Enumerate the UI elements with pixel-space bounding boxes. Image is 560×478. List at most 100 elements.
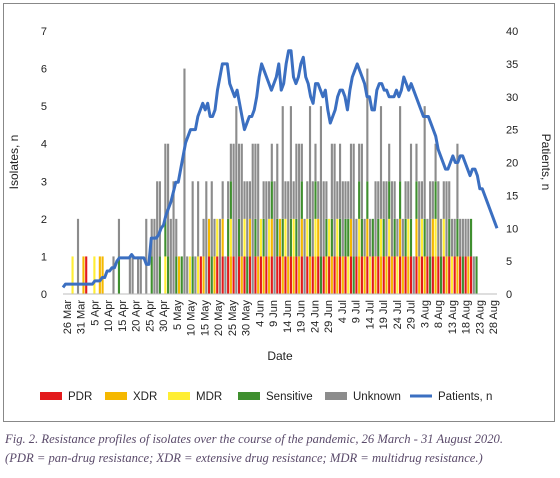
bar-mdr [369, 256, 372, 294]
bar-pdr [295, 256, 298, 294]
bar-sensitive [434, 181, 437, 219]
bar-unknown [311, 181, 314, 257]
bar-xdr [407, 256, 410, 294]
bar-unknown [131, 256, 134, 294]
bar-mdr [71, 256, 74, 294]
bar-unknown [229, 143, 232, 182]
bar-mdr [336, 218, 339, 257]
bar-unknown [401, 218, 404, 257]
bar-unknown [257, 143, 260, 257]
bar-sensitive [180, 256, 183, 294]
bar-xdr [229, 256, 232, 294]
x-tick-label: 23 Aug [474, 300, 486, 334]
bar-pdr [306, 256, 309, 294]
bar-unknown [268, 181, 271, 219]
bar-unknown [227, 181, 230, 219]
bar-unknown [399, 106, 402, 182]
bar-unknown [186, 256, 189, 294]
bar-mdr [388, 218, 391, 257]
bar-unknown [385, 181, 388, 257]
bar-unknown [415, 143, 418, 182]
bar-xdr [281, 256, 284, 294]
bar-xdr [374, 256, 377, 294]
bar-xdr [423, 256, 426, 294]
bar-sensitive [289, 218, 292, 257]
bar-sensitive [358, 181, 361, 219]
right-tick-label: 0 [506, 289, 512, 301]
bar-mdr [347, 256, 350, 294]
bar-unknown [341, 181, 344, 257]
bar-unknown [377, 181, 380, 219]
bar-xdr [399, 218, 402, 257]
bar-sensitive [399, 181, 402, 219]
x-tick-label: 14 Jul [364, 300, 376, 329]
bar-unknown [169, 218, 172, 294]
bar-xdr [278, 218, 282, 257]
bar-xdr [358, 256, 361, 294]
bar-unknown [325, 181, 328, 219]
bar-pdr [265, 256, 268, 294]
bar-xdr [379, 256, 383, 294]
bar-unknown [139, 256, 142, 294]
bar-unknown [303, 218, 306, 294]
bar-xdr [341, 256, 344, 294]
bar-sensitive [439, 256, 443, 294]
bar-unknown [467, 218, 470, 257]
bar-pdr [199, 256, 202, 294]
bar-sensitive [270, 181, 273, 219]
legend-swatch-unknown [325, 392, 347, 400]
x-tick-label: 15 May [199, 300, 211, 337]
bar-unknown [369, 218, 372, 257]
bar-unknown [431, 181, 434, 219]
bar-xdr [257, 256, 260, 294]
bar-sensitive [227, 218, 230, 257]
bar-xdr [177, 256, 181, 294]
y-axis-right-title: Patients, n [539, 134, 553, 191]
bar-xdr [314, 256, 317, 294]
bar-unknown [404, 181, 407, 219]
x-tick-label: 9 Jun [268, 300, 280, 327]
x-tick-label: 5 May [172, 300, 184, 330]
bar-sensitive [429, 256, 432, 294]
bar-pdr [289, 256, 292, 294]
bar-sensitive [262, 218, 265, 257]
bar-pdr [415, 256, 418, 294]
bar-mdr [259, 218, 262, 257]
bar-pdr [322, 256, 325, 294]
bar-sensitive [366, 181, 369, 219]
bar-unknown [396, 218, 399, 257]
bar-unknown [248, 181, 252, 219]
bar-unknown [128, 256, 131, 294]
legend-swatch-xdr [105, 392, 127, 400]
bar-xdr [336, 256, 339, 294]
bar-unknown [243, 181, 246, 219]
bar-unknown [445, 181, 448, 257]
right-tick-label: 20 [506, 158, 518, 170]
bar-mdr [93, 256, 96, 294]
left-tick-label: 4 [41, 139, 47, 151]
bar-unknown [363, 218, 366, 257]
bar-pdr [270, 256, 273, 294]
legend-label-pdr: PDR [68, 391, 92, 403]
bar-unknown [448, 181, 451, 219]
bar-unknown [379, 106, 383, 219]
bar-pdr [420, 256, 423, 294]
bar-sensitive [117, 256, 121, 294]
figure-frame [3, 3, 555, 422]
bar-pdr [300, 256, 303, 294]
bar-unknown [453, 218, 456, 257]
bar-mdr [379, 218, 383, 257]
right-tick-label: 30 [506, 92, 518, 104]
bar-unknown [281, 106, 284, 219]
bar-pdr [431, 256, 434, 294]
bar-xdr [82, 256, 85, 294]
bar-unknown [429, 181, 432, 257]
bar-pdr [393, 256, 396, 294]
bar-pdr [276, 256, 279, 294]
legend-label-unknown: Unknown [353, 391, 401, 403]
bar-xdr [268, 256, 271, 294]
bar-unknown [366, 68, 369, 182]
bar-unknown [213, 218, 216, 257]
bar-xdr [366, 218, 369, 257]
bar-mdr [442, 218, 445, 257]
